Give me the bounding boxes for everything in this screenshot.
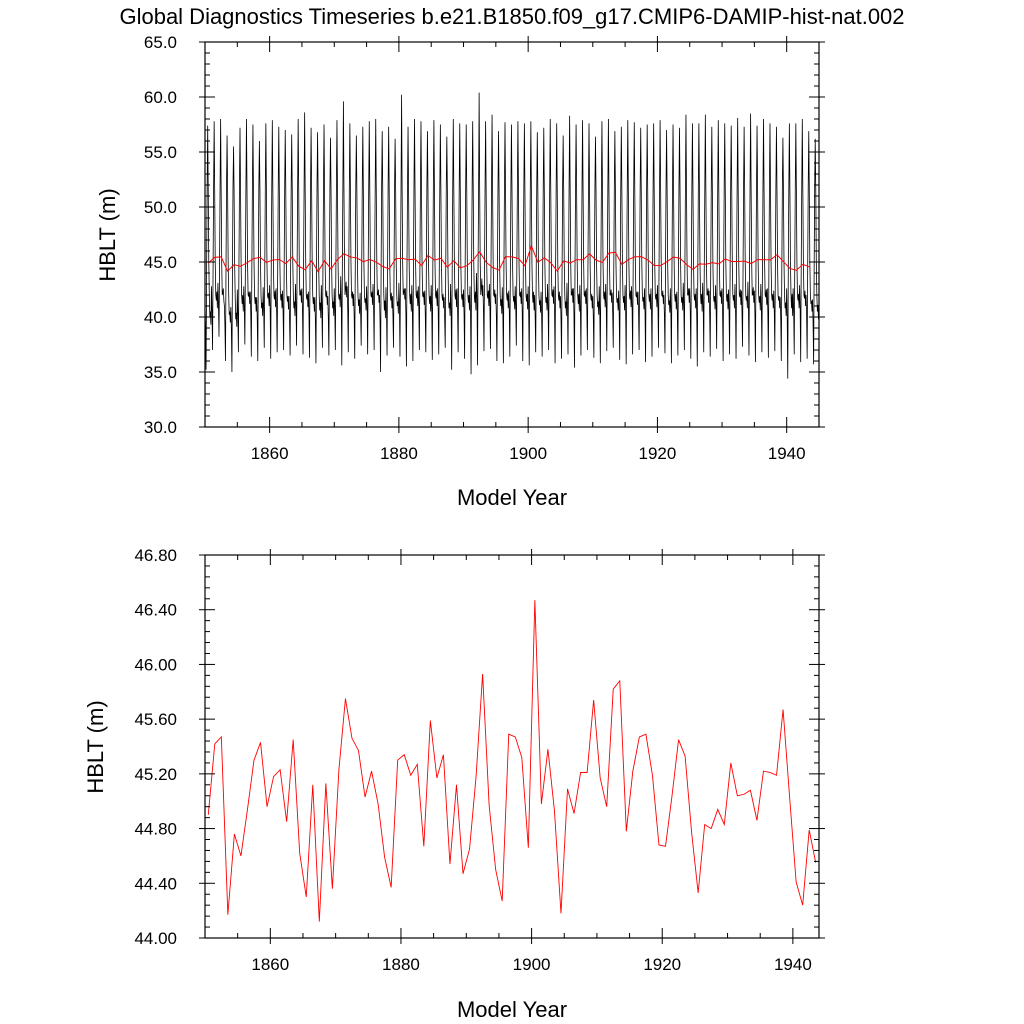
bottom-ylabel: HBLT (m) — [83, 700, 108, 793]
top-xtick-label: 1860 — [251, 444, 289, 463]
top-xtick-label: 1940 — [768, 444, 806, 463]
bottom-xtick-label: 1920 — [643, 955, 681, 974]
top-plot-series — [204, 92, 819, 379]
top-ytick-label: 35.0 — [144, 363, 177, 382]
top-plot-frame — [204, 41, 820, 428]
bottom-ytick-label: 45.20 — [134, 765, 177, 784]
figure-title: Global Diagnostics Timeseries b.e21.B185… — [119, 4, 904, 29]
top-ytick-label: 40.0 — [144, 308, 177, 327]
top-ytick-label: 30.0 — [144, 418, 177, 437]
top-ylabel: HBLT (m) — [95, 188, 120, 281]
bottom-annual-series-line — [207, 600, 817, 922]
top-xtick-label: 1900 — [509, 444, 547, 463]
top-axes: 1860 1880 1900 1920 1940 30.0 35.0 40.0 45.0 50.0… — [144, 33, 825, 463]
bottom-ytick-label: 46.00 — [134, 655, 177, 674]
bottom-plot-series — [207, 600, 817, 922]
bottom-xtick-label: 1940 — [774, 955, 812, 974]
top-ytick-label: 50.0 — [144, 198, 177, 217]
bottom-xtick-label: 1860 — [251, 955, 289, 974]
bottom-ytick-label: 46.80 — [134, 546, 177, 565]
bottom-ytick-label: 44.00 — [134, 929, 177, 948]
bottom-ytick-label: 46.40 — [134, 601, 177, 620]
bottom-panel: 1860 1880 1900 1920 1940 44.00 44.40 44.80 45.20… — [83, 546, 825, 1022]
bottom-xtick-label: 1880 — [382, 955, 420, 974]
bottom-xtick-label: 1900 — [513, 955, 551, 974]
bottom-plot-frame — [204, 554, 820, 939]
bottom-xlabel: Model Year — [457, 997, 567, 1022]
top-xlabel: Model Year — [457, 485, 567, 510]
top-xtick-label: 1920 — [639, 444, 677, 463]
top-xtick-label: 1880 — [380, 444, 418, 463]
bottom-ytick-label: 45.60 — [134, 710, 177, 729]
bottom-axes: 1860 1880 1900 1920 1940 44.00 44.40 44.80 45.20… — [134, 546, 825, 974]
top-panel: 1860 1880 1900 1920 1940 30.0 35.0 40.0 45.0 50.0… — [95, 33, 825, 510]
top-ytick-label: 65.0 — [144, 33, 177, 52]
top-ytick-label: 55.0 — [144, 143, 177, 162]
top-ytick-label: 45.0 — [144, 253, 177, 272]
top-annual-series-line — [207, 244, 810, 273]
top-monthly-series-line — [204, 92, 819, 379]
top-ytick-label: 60.0 — [144, 88, 177, 107]
bottom-ytick-label: 44.80 — [134, 820, 177, 839]
bottom-ytick-label: 44.40 — [134, 874, 177, 893]
